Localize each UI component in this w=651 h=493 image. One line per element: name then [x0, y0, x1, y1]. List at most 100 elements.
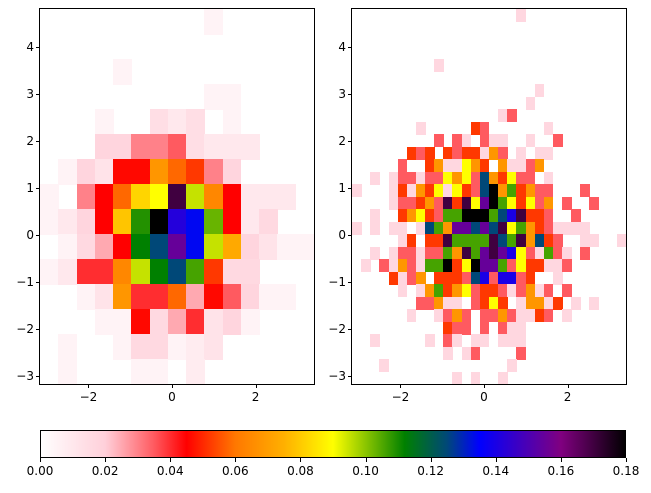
heatmap-cell	[425, 221, 435, 235]
heatmap-cell	[222, 84, 242, 110]
heatmap-cell	[406, 196, 417, 210]
heatmap-cell	[525, 284, 536, 297]
heatmap-cell	[415, 171, 426, 185]
heatmap-cell	[525, 159, 536, 172]
heatmap-cell	[543, 221, 554, 235]
heatmap-cell	[397, 209, 408, 222]
heatmap-cell	[76, 234, 96, 260]
heatmap-cell	[397, 196, 408, 210]
heatmap-cell	[186, 284, 205, 310]
heatmap-cell	[149, 209, 169, 235]
heatmap-cell	[186, 209, 205, 235]
heatmap-cell	[562, 196, 572, 210]
heatmap-cell	[543, 234, 554, 247]
heatmap-cell	[452, 334, 463, 347]
heatmap-cell	[507, 359, 517, 372]
heatmap-cell	[443, 209, 453, 222]
heatmap-cell	[186, 184, 205, 210]
heatmap-cell	[131, 259, 151, 285]
heatmap-cell	[40, 184, 59, 210]
heatmap-cell	[489, 209, 499, 222]
heatmap-cell	[415, 121, 426, 135]
heatmap-cell	[498, 309, 508, 322]
heatmap-cell	[479, 234, 490, 247]
heatmap-cell	[470, 334, 481, 347]
heatmap-cell	[370, 209, 380, 222]
heatmap-cell	[516, 209, 527, 222]
heatmap-cell	[498, 321, 508, 335]
heatmap-cell	[498, 221, 508, 235]
colorbar-tick-label: 0.02	[91, 464, 119, 478]
heatmap-cell	[507, 184, 517, 197]
heatmap-cell	[131, 309, 151, 335]
heatmap-cell	[589, 234, 600, 247]
heatmap-cell	[589, 196, 600, 210]
heatmap-cell	[461, 221, 472, 235]
colorbar-tick	[235, 458, 237, 462]
heatmap-cell	[516, 184, 527, 197]
x-tick	[88, 384, 90, 388]
y-tick-label: 0	[26, 227, 34, 242]
heatmap-cell	[489, 196, 499, 210]
y-tick	[36, 234, 40, 236]
heatmap-cell	[489, 246, 499, 260]
heatmap-cell	[397, 221, 408, 235]
heatmap-cell	[370, 221, 380, 235]
heatmap-cell	[167, 259, 187, 285]
heatmap-cell	[461, 321, 472, 335]
heatmap-cell	[352, 184, 362, 197]
heatmap-cell	[498, 284, 508, 297]
heatmap-cell	[470, 171, 481, 185]
heatmap-cell	[580, 234, 590, 247]
heatmap-cell	[406, 209, 417, 222]
heatmap-cell	[443, 246, 453, 260]
heatmap-cell	[204, 209, 224, 235]
heatmap-cell	[525, 171, 536, 185]
heatmap-cell	[388, 196, 399, 210]
heatmap-cell	[259, 184, 278, 210]
heatmap-cell	[552, 296, 563, 310]
heatmap-cell	[489, 296, 499, 310]
heatmap-cell	[516, 259, 527, 272]
heatmap-cell	[470, 259, 481, 272]
heatmap-cell	[479, 146, 490, 160]
x-tick-label: 0	[480, 390, 488, 404]
heatmap-cell	[489, 171, 499, 185]
heatmap-cell	[507, 284, 517, 297]
heatmap-cell	[58, 334, 78, 360]
heatmap-cell	[507, 246, 517, 260]
heatmap-cell	[434, 284, 444, 297]
heatmap-cell	[397, 246, 408, 260]
heatmap-cell	[498, 159, 508, 172]
heatmap-cell	[562, 246, 572, 260]
heatmap-cell	[149, 159, 169, 185]
heatmap-cell	[406, 234, 417, 247]
heatmap-cell	[507, 159, 517, 172]
heatmap-cell	[443, 321, 453, 335]
heatmap-cell	[552, 271, 563, 285]
heatmap-cell	[425, 196, 435, 210]
heatmap-cell	[616, 234, 627, 247]
heatmap-cell	[507, 171, 517, 185]
heatmap-cell	[370, 246, 380, 260]
heatmap-cell	[76, 159, 96, 185]
heatmap-cell	[525, 259, 536, 272]
heatmap-cell	[543, 121, 554, 135]
heatmap-cell	[562, 221, 572, 235]
heatmap-cell	[443, 284, 453, 297]
heatmap-cell	[113, 184, 132, 210]
heatmap-cell	[498, 334, 508, 347]
heatmap-cell	[415, 184, 426, 197]
heatmap-cell	[167, 234, 187, 260]
heatmap-cell	[534, 259, 545, 272]
heatmap-cell	[489, 284, 499, 297]
right-heatmap-axes	[351, 8, 627, 385]
heatmap-cell	[406, 309, 417, 322]
heatmap-cell	[470, 296, 481, 310]
heatmap-cell	[167, 159, 187, 185]
colorbar-tick	[626, 458, 627, 462]
heatmap-cell	[479, 221, 490, 235]
y-tick	[36, 328, 40, 330]
heatmap-cell	[425, 234, 435, 247]
heatmap-cell	[461, 284, 472, 297]
